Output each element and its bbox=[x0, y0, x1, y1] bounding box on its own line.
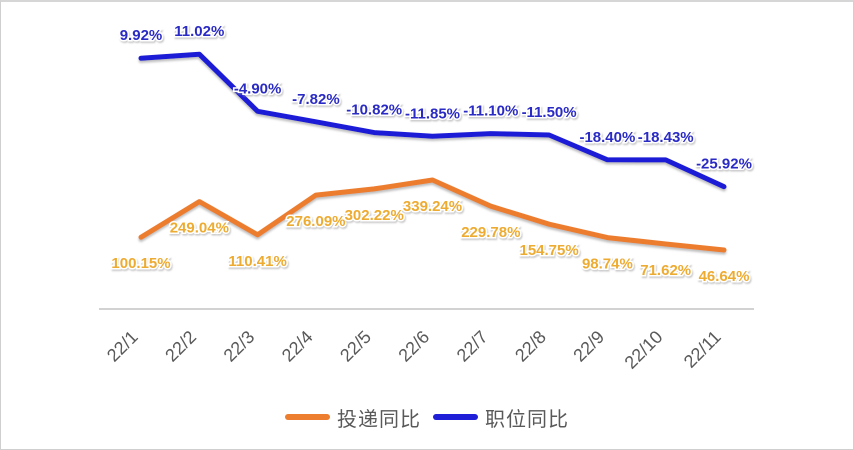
data-label-series1-22-2: 11.02% bbox=[174, 23, 224, 40]
x-axis-label-22-2: 22/2 bbox=[161, 327, 200, 366]
x-axis-label-22-3: 22/3 bbox=[220, 327, 259, 366]
data-label-series0-22-1: 100.15% bbox=[111, 255, 170, 272]
data-label-series0-22-10: 71.62% bbox=[640, 262, 691, 279]
x-axis-label-22-11: 22/11 bbox=[680, 327, 725, 372]
data-label-series1-22-4: -7.82% bbox=[292, 91, 340, 108]
data-label-series1-22-1: 9.92% bbox=[120, 27, 163, 44]
data-label-series0-22-4: 276.09% bbox=[286, 213, 345, 230]
data-label-series0-22-11: 46.64% bbox=[699, 268, 750, 285]
x-axis-label-22-7: 22/7 bbox=[453, 327, 492, 366]
data-label-series0-22-7: 229.78% bbox=[461, 224, 520, 241]
x-axis-label-22-5: 22/5 bbox=[336, 327, 375, 366]
data-label-series0-22-6: 339.24% bbox=[403, 198, 462, 215]
data-label-series1-22-8: -11.50% bbox=[522, 104, 577, 121]
data-label-series0-22-3: 110.41% bbox=[228, 253, 286, 270]
legend-swatch-position-yoy bbox=[433, 414, 478, 420]
x-axis-label-22-8: 22/8 bbox=[511, 327, 550, 366]
data-label-series1-22-9: -18.40% bbox=[579, 129, 635, 146]
series-line-0 bbox=[138, 177, 727, 253]
legend-label-position-yoy: 职位同比 bbox=[485, 408, 569, 431]
series-line-1 bbox=[138, 51, 727, 190]
legend-item-delivery-yoy[interactable]: 投递同比 bbox=[285, 403, 421, 432]
data-label-series1-22-3: -4.90% bbox=[234, 80, 282, 97]
data-label-series0-22-9: 98.74% bbox=[582, 256, 633, 273]
legend-item-position-yoy[interactable]: 职位同比 bbox=[433, 403, 569, 432]
x-axis-label-22-10: 22/10 bbox=[621, 327, 667, 373]
legend-swatch-delivery-yoy bbox=[285, 414, 330, 420]
data-label-series0-22-8: 154.75% bbox=[519, 242, 578, 259]
data-label-series0-22-5: 302.22% bbox=[345, 207, 404, 224]
x-axis-label-22-4: 22/4 bbox=[278, 327, 317, 366]
data-label-series1-22-7: -11.10% bbox=[463, 103, 518, 120]
legend-label-delivery-yoy: 投递同比 bbox=[337, 408, 421, 431]
data-label-series0-22-2: 249.04% bbox=[170, 220, 229, 237]
data-label-series1-22-11: -25.92% bbox=[696, 156, 752, 173]
data-label-series1-22-5: -10.82% bbox=[346, 102, 402, 119]
x-axis-label-22-1: 22/1 bbox=[103, 327, 142, 366]
data-label-series1-22-6: -11.85% bbox=[405, 105, 460, 122]
chart-legend: 投递同比 职位同比 bbox=[1, 401, 853, 433]
x-axis-label-22-6: 22/6 bbox=[394, 327, 433, 366]
data-label-series1-22-10: -18.43% bbox=[638, 129, 694, 146]
x-axis-label-22-9: 22/9 bbox=[569, 327, 608, 366]
